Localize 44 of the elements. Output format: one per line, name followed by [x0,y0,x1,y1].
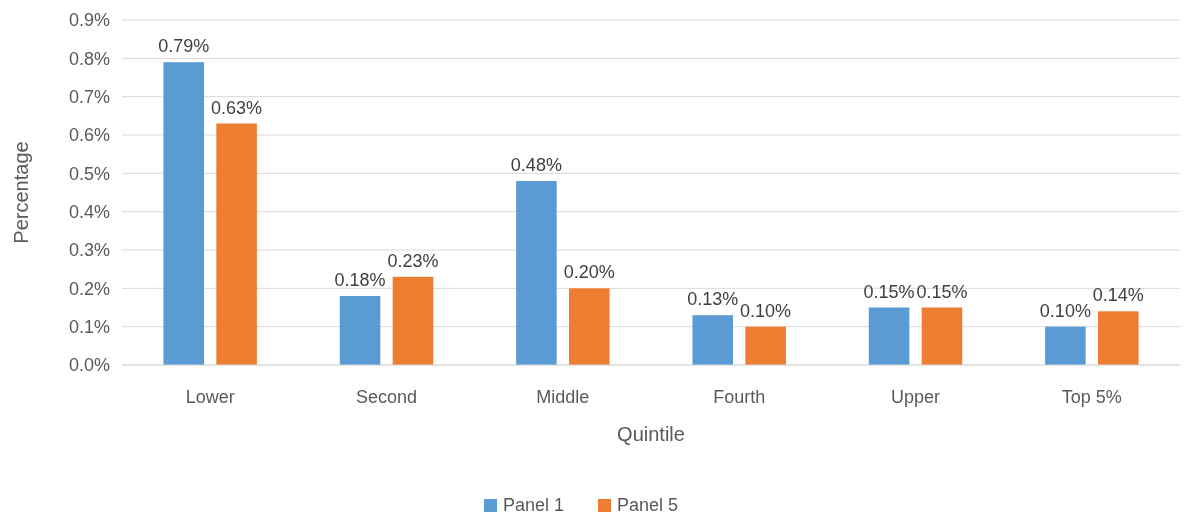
data-label: 0.15% [916,281,968,302]
y-tick-label: 0.4% [68,201,110,222]
x-tick-label: Second [355,387,418,407]
data-label: 0.18% [334,270,386,290]
legend-label: Panel 5 [617,495,679,515]
bar [392,276,434,365]
data-label: 0.48% [510,155,562,175]
bar [692,315,733,365]
y-tick-label: 0.7% [68,86,110,107]
bar [216,123,257,365]
bar [516,181,557,365]
y-tick-label: 0.8% [68,48,110,69]
bar [339,296,381,365]
bar [745,326,786,365]
bar [569,288,610,365]
bar [868,307,910,365]
y-axis-title: Percentage [10,141,32,244]
bar [163,62,204,365]
bar [1098,311,1139,365]
y-tick-label: 0.6% [68,125,110,146]
x-tick-label: Upper [890,387,941,407]
y-tick-label: 0.9% [68,10,110,31]
y-tick-label: 0.1% [68,316,110,337]
x-tick-label: Fourth [713,387,766,407]
bar [1045,326,1086,365]
data-label: 0.14% [1092,285,1144,306]
y-tick-label: 0.5% [68,163,110,184]
x-tick-label: Lower [185,387,235,407]
data-label: 0.63% [211,97,263,118]
y-tick-label: 0.0% [68,355,110,376]
data-label: 0.23% [387,250,439,271]
data-label: 0.10% [740,300,792,321]
x-axis-title: Quintile [617,423,685,445]
data-label: 0.15% [863,281,915,302]
legend-label: Panel 1 [503,495,565,515]
bar [921,307,963,365]
data-label: 0.13% [687,289,739,310]
x-tick-label: Middle [536,387,590,407]
data-label: 0.79% [158,36,210,57]
data-label: 0.10% [1039,300,1091,321]
data-label: 0.20% [563,262,615,283]
x-tick-label: Top 5% [1061,387,1122,407]
y-tick-label: 0.3% [68,240,110,261]
y-tick-label: 0.2% [68,278,110,299]
